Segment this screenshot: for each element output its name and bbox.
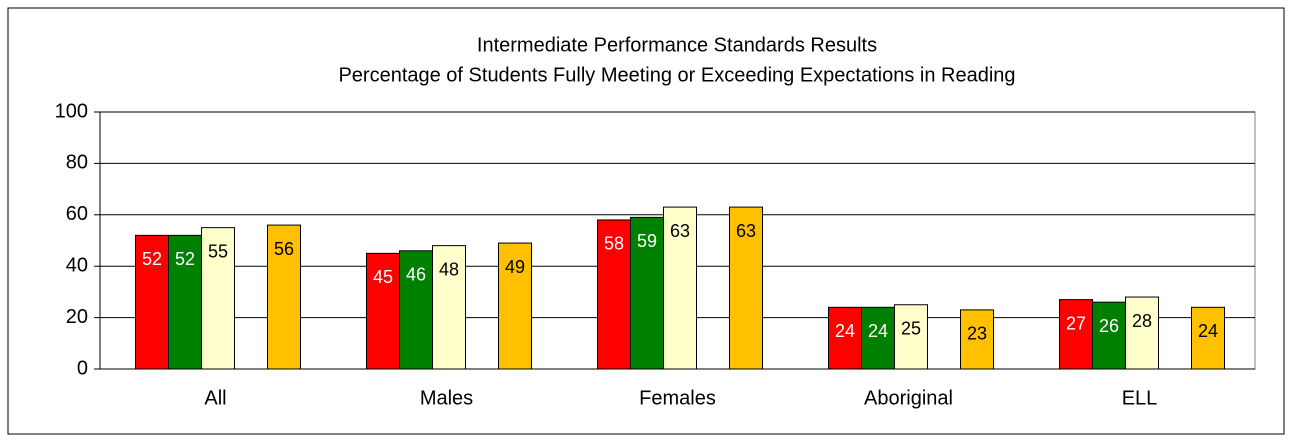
data-label: 25 <box>901 319 921 339</box>
data-label: 24 <box>1198 321 1218 341</box>
chart-subtitle: Percentage of Students Fully Meeting or … <box>338 64 1015 86</box>
bar <box>597 219 631 370</box>
y-tick-label: 80 <box>66 152 88 174</box>
data-label: 56 <box>274 239 294 259</box>
x-tick-label: Males <box>420 387 473 409</box>
data-label: 63 <box>736 221 756 241</box>
data-label: 45 <box>373 267 393 287</box>
data-label: 63 <box>670 221 690 241</box>
data-label: 28 <box>1132 311 1152 331</box>
bar <box>960 309 994 370</box>
data-label: 24 <box>868 321 888 341</box>
data-label: 46 <box>406 265 426 285</box>
bar <box>828 306 862 370</box>
data-label: 26 <box>1099 316 1119 336</box>
data-label: 55 <box>208 241 228 261</box>
x-tick-label: Females <box>639 387 716 409</box>
x-tick-label: ELL <box>1122 387 1158 409</box>
bar <box>1125 296 1159 370</box>
x-tick-label: Aboriginal <box>864 387 953 409</box>
data-label: 49 <box>505 257 525 277</box>
data-label: 59 <box>637 231 657 251</box>
data-label: 27 <box>1066 313 1086 333</box>
y-tick-label: 0 <box>77 357 88 379</box>
bar <box>1059 299 1093 370</box>
data-label: 58 <box>604 234 624 254</box>
data-label: 48 <box>439 259 459 279</box>
bar <box>1092 301 1126 370</box>
bar <box>366 252 400 370</box>
bar <box>894 304 928 370</box>
data-label: 23 <box>967 324 987 344</box>
data-label: 52 <box>142 249 162 269</box>
bar <box>663 206 697 370</box>
bar <box>861 306 895 370</box>
bar <box>201 227 235 370</box>
bar <box>432 245 466 370</box>
chart-title: Intermediate Performance Standards Resul… <box>477 34 877 56</box>
data-label: 24 <box>835 321 855 341</box>
x-tick-label: All <box>204 387 226 409</box>
y-tick-label: 60 <box>66 203 88 225</box>
y-tick-label: 40 <box>66 254 88 276</box>
data-label: 52 <box>175 249 195 269</box>
bar <box>135 234 169 370</box>
y-tick-label: 20 <box>66 306 88 328</box>
bar <box>1191 306 1225 370</box>
y-tick-label: 100 <box>55 100 88 122</box>
bar <box>729 206 763 370</box>
